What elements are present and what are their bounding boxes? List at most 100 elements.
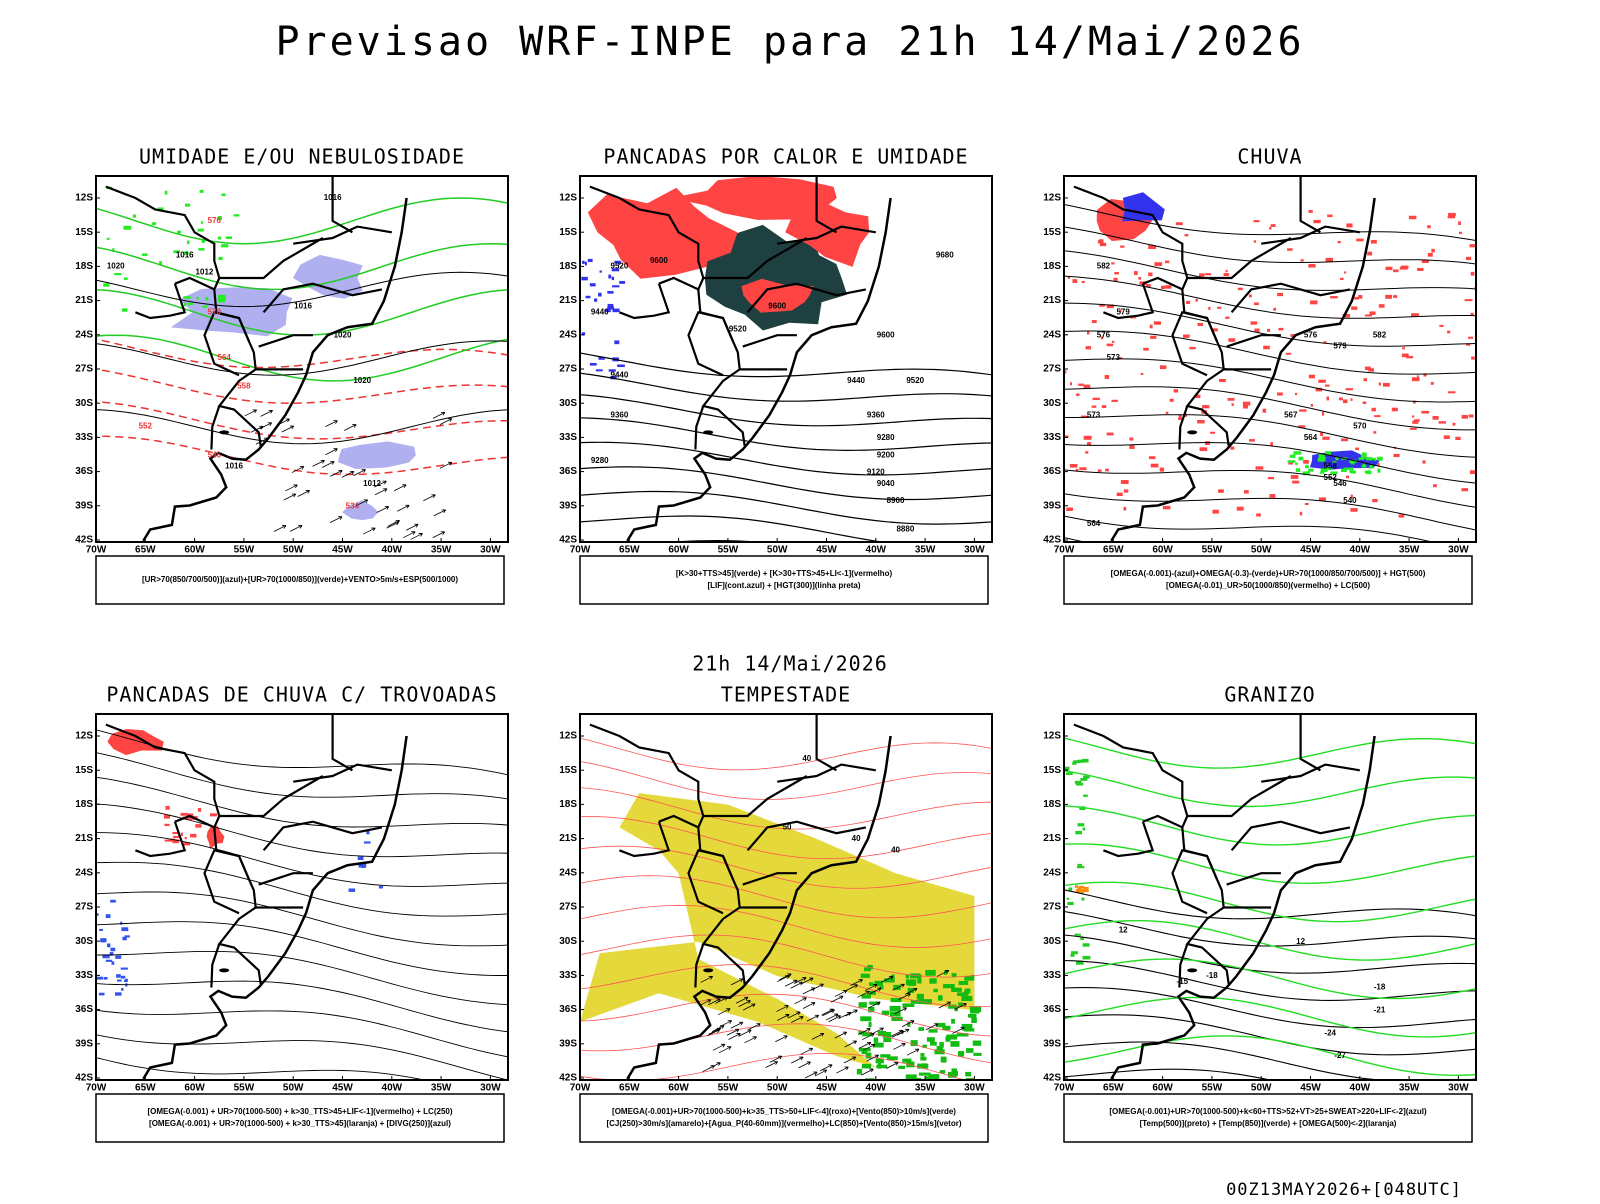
speckle [951, 1018, 955, 1024]
speckle [860, 973, 870, 978]
panel-title: PANCADAS DE CHUVA C/ TROVOADAS [106, 683, 497, 707]
contour-label: 9040 [877, 479, 895, 488]
speckle [1363, 378, 1368, 382]
speckle [1066, 507, 1074, 511]
wind-vector [439, 461, 453, 469]
lat-label: 15S [1043, 227, 1061, 238]
panel-title: CHUVA [1237, 145, 1302, 169]
speckle [1345, 388, 1354, 391]
wind-vector [702, 1065, 715, 1073]
speckle [1242, 401, 1251, 406]
speckle [1068, 887, 1073, 891]
wind-vector [906, 1048, 920, 1056]
speckle [1287, 460, 1296, 463]
contour-label: 576 [1304, 330, 1318, 339]
wind-vector [297, 490, 311, 497]
speckle [1448, 212, 1456, 217]
map-frame [1063, 713, 1477, 1081]
speckle [1373, 431, 1377, 434]
wind-vector [730, 978, 744, 986]
speckle [1322, 436, 1330, 440]
border [1261, 225, 1360, 245]
wind-vector [802, 1002, 816, 1009]
speckle [937, 995, 943, 1001]
speckle [115, 955, 122, 959]
map-area: 1016101210161016102010201020101610125765… [96, 176, 508, 542]
lon-label: 65W [619, 1083, 640, 1094]
speckle [1092, 397, 1100, 400]
speckle [1173, 389, 1179, 393]
speckle [861, 994, 871, 999]
contour [1064, 493, 1476, 531]
speckle [1269, 226, 1272, 230]
speckle [873, 1037, 879, 1043]
contour-label: 1016 [225, 462, 243, 471]
speckle [863, 967, 871, 972]
wind-vector [836, 1066, 849, 1074]
wind-vector [439, 418, 453, 425]
speckle [1364, 366, 1371, 370]
wind-vector [791, 1016, 804, 1023]
speckle [1267, 328, 1271, 332]
speckle [950, 1041, 960, 1047]
speckle [1064, 766, 1070, 771]
speckle [958, 1002, 963, 1008]
speckle [1355, 447, 1360, 451]
speckle [1350, 467, 1354, 471]
lat-label: 18S [559, 799, 577, 810]
speckle [1065, 772, 1073, 775]
border [619, 283, 671, 320]
map-area: 12 12 -15 -18 -18 -21 -24 -27 [1064, 714, 1476, 1080]
shading [704, 224, 848, 331]
wind-vector [281, 425, 295, 433]
speckle [221, 193, 226, 197]
speckle [1154, 262, 1163, 266]
lat-label: 27S [1043, 364, 1061, 375]
speckle [1097, 469, 1102, 472]
speckle [905, 974, 910, 979]
wind-vector [708, 998, 721, 1006]
speckle [1330, 296, 1338, 299]
lon-label: 60W [668, 1083, 689, 1094]
speckle [593, 298, 598, 302]
lat-label: 12S [559, 731, 577, 742]
speckle [1262, 408, 1267, 413]
speckle [1165, 260, 1170, 264]
speckle [1075, 889, 1084, 893]
contour-label: 552 [1324, 473, 1338, 482]
speckle [880, 985, 884, 990]
jet-shading [580, 793, 975, 1068]
wind-vector [901, 1020, 915, 1027]
contour-label: 1016 [294, 302, 312, 311]
middle-label: 21h 14/Mai/2026 [692, 652, 888, 676]
wind-vector [844, 1040, 858, 1048]
speckle [1106, 304, 1114, 309]
speckle [1081, 891, 1084, 894]
speckle [971, 1017, 977, 1024]
lon-label: 60W [184, 1083, 205, 1094]
wind-vector [717, 1008, 731, 1016]
speckle [1341, 468, 1347, 473]
lat-label: 36S [75, 1004, 93, 1015]
speckle [1327, 214, 1333, 218]
contour [1064, 203, 1476, 242]
speckle [1464, 299, 1473, 302]
speckle [922, 1044, 927, 1049]
speckle [617, 364, 625, 368]
wind-vector [718, 1046, 732, 1054]
speckle [1210, 328, 1218, 332]
speckle [202, 305, 208, 308]
speckle [861, 1063, 872, 1069]
contour-label: 12 [1119, 925, 1128, 934]
lon-label: 50W [1251, 545, 1272, 556]
speckle [196, 296, 200, 300]
speckle [1189, 346, 1196, 350]
speckle [1289, 454, 1296, 458]
speckle [1350, 398, 1353, 401]
legend-box [1063, 555, 1473, 605]
speckle [963, 1028, 975, 1032]
speckle [1337, 240, 1341, 244]
lon-label: 70W [1054, 1083, 1075, 1094]
lon-label: 65W [135, 1083, 156, 1094]
speckle [1360, 454, 1367, 459]
